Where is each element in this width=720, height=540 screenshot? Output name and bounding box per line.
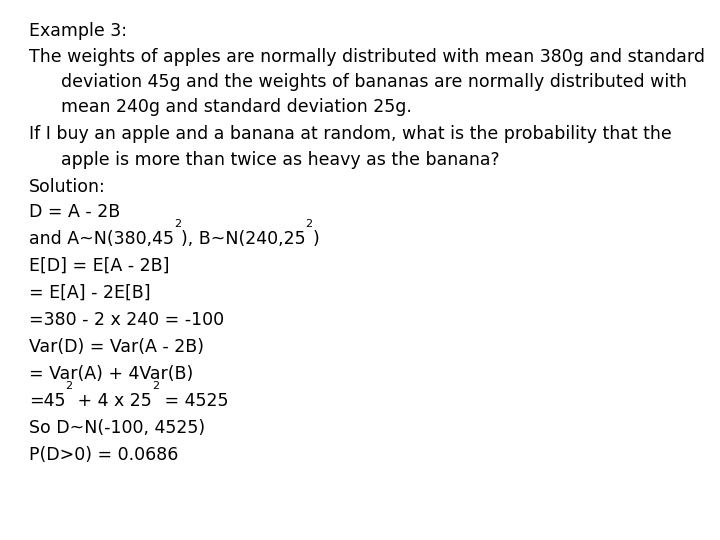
- Text: The weights of apples are normally distributed with mean 380g and standard: The weights of apples are normally distr…: [29, 48, 705, 65]
- Text: = 4525: = 4525: [159, 392, 229, 410]
- Text: apple is more than twice as heavy as the banana?: apple is more than twice as heavy as the…: [61, 151, 500, 168]
- Text: ): ): [312, 230, 320, 248]
- Text: So D~N(-100, 4525): So D~N(-100, 4525): [29, 419, 205, 437]
- Text: + 4 x 25: + 4 x 25: [73, 392, 152, 410]
- Text: = E[A] - 2E[B]: = E[A] - 2E[B]: [29, 284, 150, 302]
- Text: =45: =45: [29, 392, 66, 410]
- Text: Example 3:: Example 3:: [29, 22, 127, 39]
- Text: Solution:: Solution:: [29, 178, 106, 195]
- Text: Var(D) = Var(A - 2B): Var(D) = Var(A - 2B): [29, 338, 204, 356]
- Text: =380 - 2 x 240 = -100: =380 - 2 x 240 = -100: [29, 311, 224, 329]
- Text: 2: 2: [66, 381, 73, 391]
- Text: D = A - 2B: D = A - 2B: [29, 203, 120, 221]
- Text: 2: 2: [152, 381, 159, 391]
- Text: ), B~N(240,25: ), B~N(240,25: [181, 230, 305, 248]
- Text: P(D>0) = 0.0686: P(D>0) = 0.0686: [29, 446, 178, 464]
- Text: 2: 2: [174, 219, 181, 230]
- Text: 2: 2: [305, 219, 312, 230]
- Text: deviation 45g and the weights of bananas are normally distributed with: deviation 45g and the weights of bananas…: [61, 73, 687, 91]
- Text: and A~N(380,45: and A~N(380,45: [29, 230, 174, 248]
- Text: If I buy an apple and a banana at random, what is the probability that the: If I buy an apple and a banana at random…: [29, 125, 672, 143]
- Text: = Var(A) + 4Var(B): = Var(A) + 4Var(B): [29, 365, 193, 383]
- Text: mean 240g and standard deviation 25g.: mean 240g and standard deviation 25g.: [61, 98, 412, 116]
- Text: E[D] = E[A - 2B]: E[D] = E[A - 2B]: [29, 257, 169, 275]
